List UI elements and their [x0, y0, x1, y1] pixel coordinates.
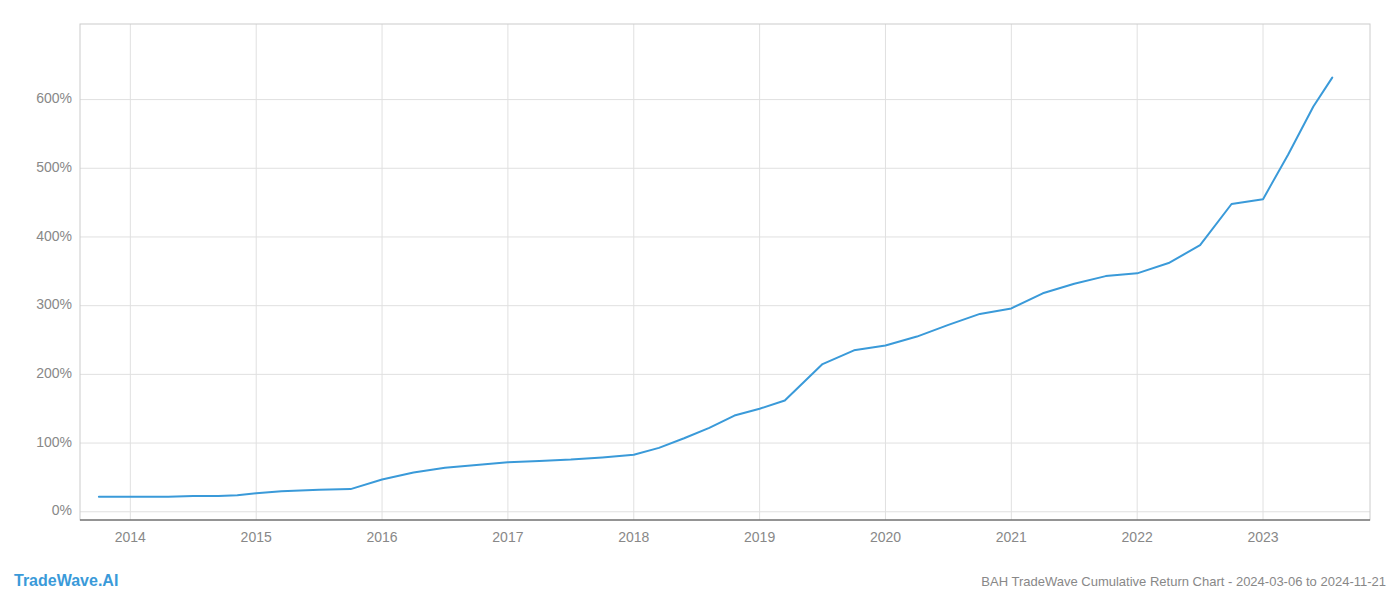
title: BAH TradeWave Cumulative Return Chart - … — [981, 574, 1386, 589]
x-tick-label: 2015 — [241, 529, 272, 545]
x-tick-label: 2023 — [1247, 529, 1278, 545]
plot-frame — [80, 24, 1370, 520]
watermark: TradeWave.AI — [14, 572, 118, 589]
x-grid-line — [1263, 24, 1264, 520]
x-tick-label: 2022 — [1122, 529, 1153, 545]
x-grid-line — [1011, 24, 1012, 520]
x-grid-line — [256, 24, 257, 520]
x-tick-label: 2017 — [492, 529, 523, 545]
x-tick-label: 2016 — [366, 529, 397, 545]
x-grid-line — [759, 24, 760, 520]
y-grid-line — [80, 236, 1370, 237]
grid — [80, 24, 1370, 520]
x-grid-line — [507, 24, 508, 520]
page: {"chart_data": { "type": "line", "title"… — [0, 0, 1400, 600]
x-grid-line — [1137, 24, 1138, 520]
y-tick-label: 100% — [36, 434, 72, 450]
x-axis-line — [80, 520, 1370, 521]
plot-area — [99, 78, 1332, 497]
y-grid-line — [80, 374, 1370, 375]
x-grid-line — [885, 24, 886, 520]
x-grid-line — [130, 24, 131, 520]
x-tick-label: 2018 — [618, 529, 649, 545]
line — [99, 78, 1332, 497]
y-grid-line — [80, 511, 1370, 512]
x-tick-label: 2014 — [115, 529, 146, 545]
y-tick-label: 600% — [36, 90, 72, 106]
y-grid-line — [80, 305, 1370, 306]
x-tick-label: 2019 — [744, 529, 775, 545]
y-tick-label: 400% — [36, 228, 72, 244]
y-grid-line — [80, 99, 1370, 100]
x-tick-label: 2020 — [870, 529, 901, 545]
x-tick-label: 2021 — [996, 529, 1027, 545]
x-grid-line — [382, 24, 383, 520]
y-tick-label: 500% — [36, 159, 72, 175]
y-tick-label: 200% — [36, 365, 72, 381]
y-tick-label: 0% — [52, 502, 72, 518]
x-grid-line — [633, 24, 634, 520]
y-grid-line — [80, 168, 1370, 169]
y-grid-line — [80, 443, 1370, 444]
y-tick-label: 300% — [36, 296, 72, 312]
axes: 0% 100% 200% 300% 400% 500% 600% 2014 2015 2016 20… — [36, 90, 1279, 545]
chart: 0% 100% 200% 300% 400% 500% 600% 2014 2015 2016 20… — [0, 0, 1400, 600]
